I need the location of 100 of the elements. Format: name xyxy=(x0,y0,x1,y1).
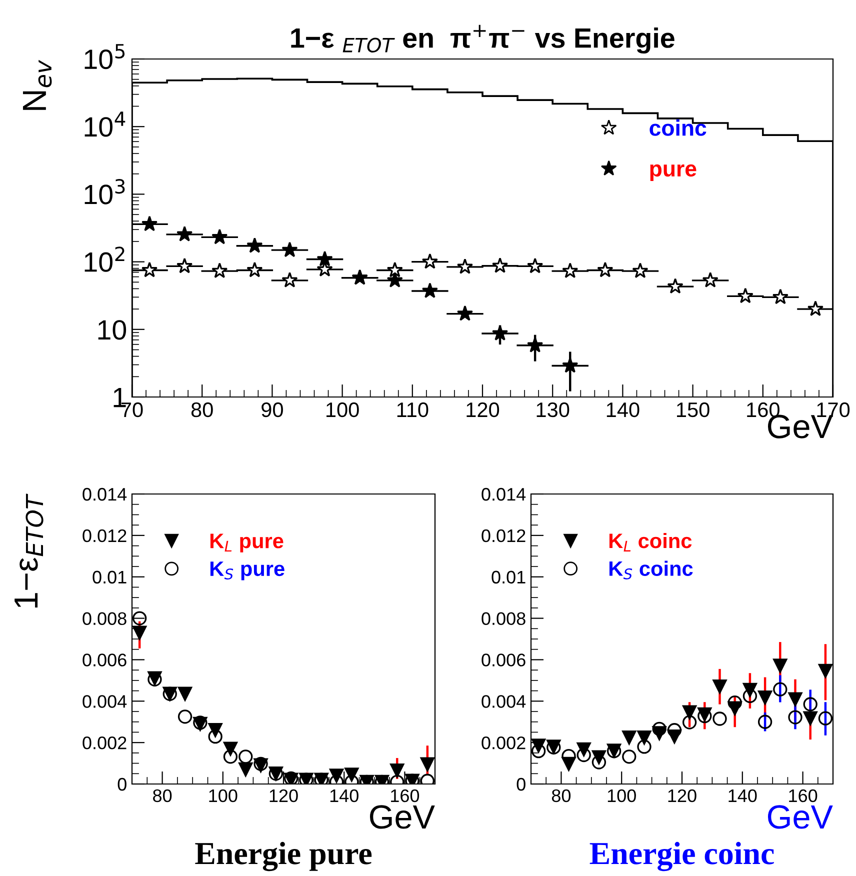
point xyxy=(818,664,833,678)
x-tick-label: 110 xyxy=(397,402,428,418)
point xyxy=(667,278,684,294)
point xyxy=(622,750,636,764)
point xyxy=(178,710,192,724)
x-tick-label: 120 xyxy=(466,402,500,418)
point xyxy=(803,711,818,726)
point xyxy=(282,242,298,258)
point xyxy=(562,262,578,278)
point xyxy=(622,730,636,745)
y-tick-label: 0.014 xyxy=(482,488,526,501)
point xyxy=(712,680,727,694)
point xyxy=(742,688,758,704)
point xyxy=(652,722,666,736)
x-tick-label: 100 xyxy=(209,789,238,802)
y-tick-label: 10$^{5}$ xyxy=(84,44,125,70)
point xyxy=(526,258,544,274)
point xyxy=(682,705,697,720)
x-tick-label: 80 xyxy=(191,402,213,418)
point xyxy=(456,258,474,274)
y-axis-title: N$_{ev}$ xyxy=(22,60,52,110)
legend-label: coinc xyxy=(650,120,706,136)
y-tick-label: 0.006 xyxy=(82,654,126,666)
point xyxy=(223,750,238,764)
x-tick-label: 120 xyxy=(270,789,298,802)
point xyxy=(212,228,228,244)
point xyxy=(637,730,652,745)
y-tick-label: 10 xyxy=(98,320,126,340)
y-tick-label: 0.006 xyxy=(482,654,526,666)
y-tick-label: 0.012 xyxy=(82,529,126,542)
x-tick-label: 140 xyxy=(606,402,640,418)
legend-label: K$_{S}$ pure xyxy=(210,562,284,580)
legend-label: K$_{L}$ coinc xyxy=(609,532,692,552)
point xyxy=(807,300,824,316)
point xyxy=(682,715,697,730)
point xyxy=(592,755,606,770)
point xyxy=(576,748,591,762)
y-tick-label: 0.004 xyxy=(82,695,127,708)
y-tick-label: 0.008 xyxy=(82,612,126,626)
point xyxy=(386,272,403,288)
x-tick-label: 130 xyxy=(536,402,570,418)
x-tick-label: 120 xyxy=(668,789,696,802)
point xyxy=(390,763,404,778)
point xyxy=(238,762,253,777)
point xyxy=(737,288,754,304)
point xyxy=(456,305,474,321)
legend-label: K$_{S}$ coinc xyxy=(609,560,693,580)
point xyxy=(803,697,818,712)
point xyxy=(212,262,228,278)
y-tick-label: 0.008 xyxy=(482,612,526,626)
point xyxy=(316,250,333,266)
x-tick-label: 140 xyxy=(330,789,358,802)
y-tick-label: 0.002 xyxy=(482,736,526,750)
y-tick-label: 0.014 xyxy=(82,488,127,501)
x-tick-label: 160 xyxy=(789,789,818,802)
point xyxy=(422,253,438,269)
point xyxy=(282,272,298,288)
point xyxy=(178,686,192,701)
point xyxy=(420,757,435,772)
point xyxy=(246,262,263,278)
point xyxy=(597,262,614,278)
x-axis-title: GeV xyxy=(370,805,435,829)
point xyxy=(562,357,578,373)
x-tick-label: 160 xyxy=(391,789,420,802)
point xyxy=(818,711,833,726)
point xyxy=(637,740,652,754)
point xyxy=(758,690,772,705)
x-tick-label: 80 xyxy=(153,789,172,802)
y-tick-label: 0.01 xyxy=(92,570,126,584)
x-tick-label: 90 xyxy=(262,402,283,418)
y-tick-label: 0.002 xyxy=(82,736,126,750)
point xyxy=(702,272,718,288)
y-tick-label: 0.004 xyxy=(482,695,526,708)
point xyxy=(132,626,147,640)
point xyxy=(632,262,648,278)
x-axis-title: GeV xyxy=(768,805,833,829)
y-tick-label: 10$^{4}$ xyxy=(84,112,126,137)
legend-label: K$_{L}$ pure xyxy=(210,534,284,552)
point xyxy=(238,750,253,764)
point xyxy=(176,258,193,274)
point xyxy=(208,729,222,744)
y-tick-label: 0.012 xyxy=(482,529,526,542)
point xyxy=(758,714,772,729)
point xyxy=(788,710,802,724)
point xyxy=(773,682,788,696)
y-tick-label: 0 xyxy=(118,778,126,791)
point xyxy=(772,288,789,304)
point xyxy=(176,226,193,242)
point xyxy=(788,692,802,706)
text: Energie pure xyxy=(195,842,372,872)
point xyxy=(141,216,158,232)
point xyxy=(141,262,158,278)
y-tick-label: 10$^{3}$ xyxy=(84,178,125,204)
point xyxy=(386,262,403,278)
point xyxy=(526,336,544,352)
point xyxy=(773,658,788,673)
x-tick-label: 150 xyxy=(677,402,710,418)
point xyxy=(422,282,438,298)
point xyxy=(728,696,742,710)
point xyxy=(223,742,238,756)
